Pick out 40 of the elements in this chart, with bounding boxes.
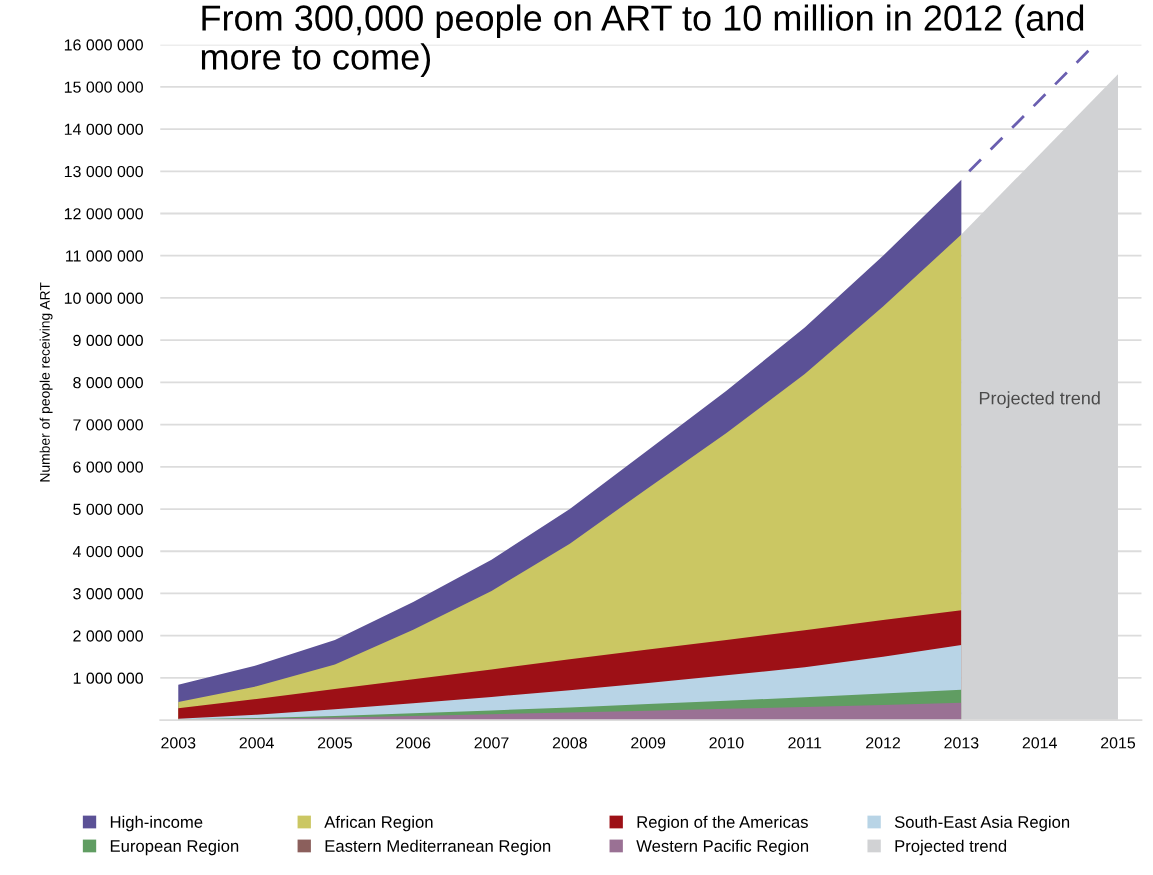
y-tick-label: 14 000 000 (64, 123, 143, 136)
y-tick-label: 5 000 000 (73, 503, 143, 515)
x-tick-label: 2012 (866, 737, 901, 749)
y-tick-label: 8 000 000 (73, 377, 143, 389)
y-axis-title: Number of people receiving ART (39, 282, 53, 482)
y-tick-label: 16 000 000 (64, 39, 143, 51)
chart-title: From 300,000 people on ART to 10 million in 2012 (and more to come) (201, 4, 1084, 77)
y-tick-label: 12 000 000 (64, 208, 143, 220)
y-tick-label: 7 000 000 (73, 419, 143, 431)
y-tick-label: 6 000 000 (73, 461, 143, 473)
legend-label: European Region (110, 839, 239, 856)
x-tick-label: 2003 (161, 737, 196, 749)
y-tick-label: 13 000 000 (64, 165, 143, 178)
x-tick-label: 2007 (474, 737, 509, 749)
y-tick-label: 9 000 000 (73, 334, 143, 347)
y-tick-label: 10 000 000 (64, 292, 143, 304)
x-tick-label: 2009 (631, 737, 666, 749)
legend-label: Western Pacific Region (636, 839, 809, 856)
legend-label: Region of the Americas (637, 815, 808, 832)
x-tick-label: 2014 (1022, 737, 1057, 749)
x-tick-label: 2006 (396, 737, 431, 749)
x-tick-label: 2010 (709, 737, 744, 749)
x-tick-label: 2013 (944, 737, 979, 749)
legend-label: South-East Asia Region (894, 815, 1070, 832)
y-tick-label: 11 000 000 (66, 250, 143, 262)
y-tick-label: 1 000 000 (73, 672, 143, 684)
legend-label: African Region (324, 815, 433, 832)
y-tick-label: 2 000 000 (73, 630, 143, 642)
x-tick-label: 2005 (317, 737, 352, 749)
legend-label: Projected trend (895, 839, 1007, 856)
annotation: Projected trend (979, 391, 1100, 409)
x-tick-label: 2004 (239, 737, 274, 749)
legend-label: Eastern Mediterranean Region (325, 839, 551, 856)
y-tick-label: 15 000 000 (64, 81, 143, 93)
x-tick-label: 2011 (788, 737, 822, 749)
x-tick-label: 2008 (552, 737, 587, 749)
y-tick-label: 3 000 000 (73, 588, 143, 600)
legend-label: High-income (110, 815, 203, 832)
x-tick-label: 2015 (1101, 737, 1136, 749)
y-tick-label: 4 000 000 (72, 545, 143, 558)
